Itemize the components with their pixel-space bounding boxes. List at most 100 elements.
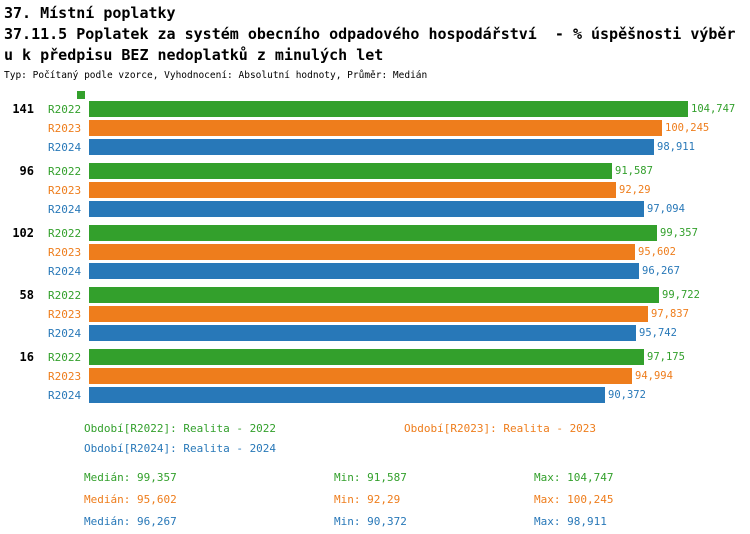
bar-row: R2024 98,911 [4,139,750,155]
bar-track: 94,994 [89,368,750,384]
series-label-r2023: R2023 [48,307,82,321]
group-label: 16 [19,350,34,364]
bar-r2024-16 [89,387,605,403]
report-title-line3: u k předpisu BEZ nedoplatků z minulých l… [4,46,384,64]
series-label-r2024: R2024 [48,140,82,154]
legend-row: Období[R2022]: Realita - 2022 Období[R20… [84,419,750,439]
report-title-line1: 37. Místní poplatky [4,4,176,22]
group-label: 102 [12,226,34,240]
stat-median-r2023: Medián: 95,602 [84,493,177,506]
bar-value-label: 91,587 [615,165,653,177]
bar-value-label: 99,722 [662,289,700,301]
series-label-r2022: R2022 [48,102,82,116]
bar-track: 91,587 [89,163,750,179]
bar-chart: 141 R2022 104,747 R2023 100,245 R2024 98,911 96… [4,91,750,405]
legend-row: Období[R2024]: Realita - 2024 [84,439,750,459]
bar-value-label: 95,602 [638,246,676,258]
bar-track: 100,245 [89,120,750,136]
bar-row: R2023 100,245 [4,120,750,136]
series-label-r2022: R2022 [48,350,82,364]
bar-track: 97,837 [89,306,750,322]
bar-row: 102 R2022 99,357 [4,225,750,241]
series-label-r2024: R2024 [48,388,82,402]
bar-track: 95,602 [89,244,750,260]
bar-row: R2024 95,742 [4,325,750,341]
series-label-r2023: R2023 [48,183,82,197]
bar-row: R2024 96,267 [4,263,750,279]
bar-value-label: 90,372 [608,389,646,401]
bar-row: R2023 94,994 [4,368,750,384]
legend-item-r2023: Období[R2023]: Realita - 2023 [404,422,597,435]
bar-track: 97,094 [89,201,750,217]
bar-value-label: 92,29 [619,184,651,196]
report-title-line2: 37.11.5 Poplatek za systém obecního odpa… [4,25,736,43]
series-label-r2023: R2023 [48,121,82,135]
stat-min-r2022: Min: 91,587 [334,471,407,484]
bar-group-16: 16 R2022 97,175 R2023 94,994 R2024 90,372 [4,349,750,403]
bar-track: 92,29 [89,182,750,198]
bar-value-label: 104,747 [691,103,736,115]
bar-value-label: 94,994 [635,370,673,382]
series-label-r2023: R2023 [48,369,82,383]
bar-row: R2023 95,602 [4,244,750,260]
bar-value-label: 98,911 [657,141,695,153]
stat-max-r2024: Max: 98,911 [534,515,607,528]
stats-row-r2022: Medián: 99,357 Min: 91,587 Max: 104,747 [84,467,750,489]
chart-origin-marker [77,91,85,99]
bar-r2024-141 [89,139,654,155]
stat-median-r2022: Medián: 99,357 [84,471,177,484]
bar-r2022-96 [89,163,612,179]
bar-group-102: 102 R2022 99,357 R2023 95,602 R2024 96,267 [4,225,750,279]
bar-r2022-141 [89,101,688,117]
bar-track: 99,357 [89,225,750,241]
bar-r2022-16 [89,349,644,365]
legend-item-r2024: Období[R2024]: Realita - 2024 [84,442,277,455]
bar-r2022-102 [89,225,657,241]
bar-r2024-96 [89,201,644,217]
bar-group-58: 58 R2022 99,722 R2023 97,837 R2024 95,742 [4,287,750,341]
bar-r2023-96 [89,182,616,198]
series-label-r2022: R2022 [48,226,82,240]
bar-row: 141 R2022 104,747 [4,101,750,117]
bar-row: R2024 90,372 [4,387,750,403]
bar-r2024-102 [89,263,639,279]
legend-item-r2022: Období[R2022]: Realita - 2022 [84,422,277,435]
bar-row: 16 R2022 97,175 [4,349,750,365]
series-label-r2022: R2022 [48,164,82,178]
bar-track: 90,372 [89,387,750,403]
bar-value-label: 97,837 [651,308,689,320]
series-label-r2023: R2023 [48,245,82,259]
bar-group-141: 141 R2022 104,747 R2023 100,245 R2024 98,911 [4,101,750,155]
bar-row: R2024 97,094 [4,201,750,217]
bar-track: 96,267 [89,263,750,279]
bar-value-label: 99,357 [660,227,698,239]
summary-stats: Medián: 99,357 Min: 91,587 Max: 104,747 … [4,467,750,533]
stat-min-r2023: Min: 92,29 [334,493,401,506]
bar-value-label: 97,094 [647,203,685,215]
bar-r2023-16 [89,368,632,384]
bar-r2022-58 [89,287,659,303]
group-label: 96 [19,164,34,178]
legend: Období[R2022]: Realita - 2022 Období[R20… [4,419,750,459]
group-label: 141 [12,102,34,116]
bar-track: 99,722 [89,287,750,303]
report-meta-line: Typ: Počítaný podle vzorce, Vyhodnocení:… [4,70,428,81]
series-label-r2024: R2024 [48,264,82,278]
stats-row-r2023: Medián: 95,602 Min: 92,29 Max: 100,245 [84,489,750,511]
bar-r2023-102 [89,244,635,260]
bar-value-label: 96,267 [642,265,680,277]
bar-value-label: 95,742 [639,327,677,339]
bar-r2023-141 [89,120,662,136]
bar-value-label: 97,175 [647,351,685,363]
bar-r2023-58 [89,306,648,322]
bar-track: 104,747 [89,101,750,117]
stat-max-r2023: Max: 100,245 [534,493,614,506]
bar-track: 97,175 [89,349,750,365]
group-label: 58 [19,288,34,302]
bar-row: 96 R2022 91,587 [4,163,750,179]
series-label-r2024: R2024 [48,326,82,340]
bar-track: 95,742 [89,325,750,341]
bar-row: 58 R2022 99,722 [4,287,750,303]
series-label-r2024: R2024 [48,202,82,216]
